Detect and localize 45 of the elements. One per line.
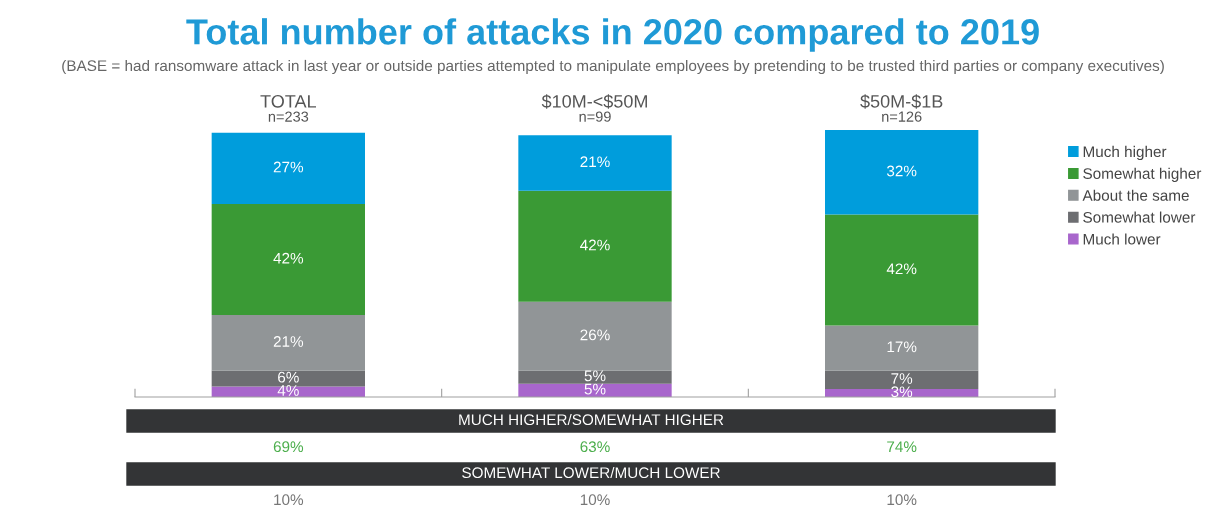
data-label: 32% xyxy=(886,165,917,177)
legend-label: Much higher xyxy=(1083,145,1167,161)
bar xyxy=(211,204,365,316)
bar xyxy=(211,132,365,205)
x-tick-label: $10M-<$50M n=99 xyxy=(541,94,647,122)
legend-label: About the same xyxy=(1082,189,1189,201)
bar xyxy=(211,315,365,371)
data-label: 5% xyxy=(584,383,606,395)
bar xyxy=(518,190,672,302)
data-label: 3% xyxy=(891,386,913,398)
x-tick-label: $50M-$1B n=126 xyxy=(860,94,943,122)
text: 10% xyxy=(580,494,610,506)
bar xyxy=(518,370,672,384)
text: MUCH HIGHER/SOMEWHAT HIGHER xyxy=(459,413,724,426)
text: 74% xyxy=(887,441,917,453)
data-label: 42% xyxy=(886,263,917,275)
chart-subtitle: (BASE = had ransomware attack in last year or outside parties attempted to manipulate employees by pretending to be trusted third parties or company executives) xyxy=(62,59,1164,75)
legend-label: Much lower xyxy=(1083,233,1161,245)
bar xyxy=(825,130,979,215)
data-label: 42% xyxy=(273,252,304,264)
bar xyxy=(211,370,365,387)
bar xyxy=(825,325,979,371)
data-label: 21% xyxy=(580,156,610,168)
data-label: 26% xyxy=(580,329,610,341)
data-label: 42% xyxy=(580,239,610,251)
data-label: 27% xyxy=(273,161,304,173)
bar xyxy=(518,301,672,371)
x-tick-label: TOTAL n=233 xyxy=(260,94,317,122)
text: 10% xyxy=(274,494,304,506)
bar xyxy=(518,135,672,191)
text: SOMEWHAT LOWER/MUCH LOWER xyxy=(462,466,720,479)
chart-title: Total number of attacks in 2020 compared to 2019 xyxy=(186,18,1039,52)
data-label: 5% xyxy=(584,370,606,382)
bar xyxy=(211,386,365,397)
data-label: 17% xyxy=(887,341,917,353)
legend-label: Somewhat higher xyxy=(1083,167,1202,182)
legend-label: Somewhat lower xyxy=(1083,211,1196,223)
bar xyxy=(825,214,979,326)
text: 10% xyxy=(887,494,917,506)
text: 69% xyxy=(273,441,304,453)
text: 63% xyxy=(580,441,610,453)
data-label: 6% xyxy=(278,371,299,383)
data-label: 4% xyxy=(277,385,299,396)
data-label: 21% xyxy=(273,336,304,347)
data-label: 7% xyxy=(891,373,913,384)
